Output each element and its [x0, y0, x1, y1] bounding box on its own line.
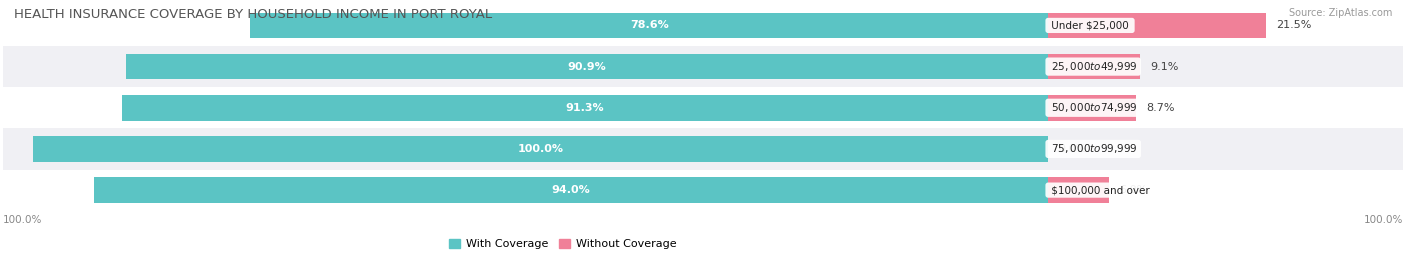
- Text: 9.1%: 9.1%: [1150, 62, 1178, 72]
- Bar: [1047, 95, 1136, 121]
- Bar: [3, 87, 1403, 128]
- Bar: [34, 136, 1047, 162]
- Bar: [3, 169, 1403, 211]
- Bar: [1047, 13, 1267, 38]
- Legend: With Coverage, Without Coverage: With Coverage, Without Coverage: [444, 234, 681, 253]
- Text: Source: ZipAtlas.com: Source: ZipAtlas.com: [1288, 8, 1392, 18]
- Text: 94.0%: 94.0%: [551, 185, 591, 195]
- Bar: [3, 128, 1403, 169]
- Bar: [1047, 54, 1140, 79]
- Bar: [3, 46, 1403, 87]
- Bar: [3, 5, 1403, 46]
- Text: 100.0%: 100.0%: [1364, 215, 1403, 225]
- Bar: [125, 54, 1047, 79]
- Text: 6.0%: 6.0%: [1119, 185, 1147, 195]
- Bar: [250, 13, 1047, 38]
- Text: HEALTH INSURANCE COVERAGE BY HOUSEHOLD INCOME IN PORT ROYAL: HEALTH INSURANCE COVERAGE BY HOUSEHOLD I…: [14, 8, 492, 21]
- Text: $100,000 and over: $100,000 and over: [1047, 185, 1153, 195]
- Text: 91.3%: 91.3%: [565, 103, 605, 113]
- Text: 0.0%: 0.0%: [1059, 144, 1087, 154]
- Text: 21.5%: 21.5%: [1277, 20, 1312, 30]
- Text: $25,000 to $49,999: $25,000 to $49,999: [1047, 60, 1139, 73]
- Text: 8.7%: 8.7%: [1146, 103, 1175, 113]
- Bar: [121, 95, 1047, 121]
- Text: $75,000 to $99,999: $75,000 to $99,999: [1047, 143, 1139, 155]
- Bar: [94, 177, 1047, 203]
- Text: $50,000 to $74,999: $50,000 to $74,999: [1047, 101, 1139, 114]
- Text: 100.0%: 100.0%: [3, 215, 42, 225]
- Bar: [1047, 177, 1109, 203]
- Text: 90.9%: 90.9%: [568, 62, 606, 72]
- Text: 100.0%: 100.0%: [517, 144, 564, 154]
- Text: 78.6%: 78.6%: [630, 20, 669, 30]
- Text: Under $25,000: Under $25,000: [1047, 20, 1132, 30]
